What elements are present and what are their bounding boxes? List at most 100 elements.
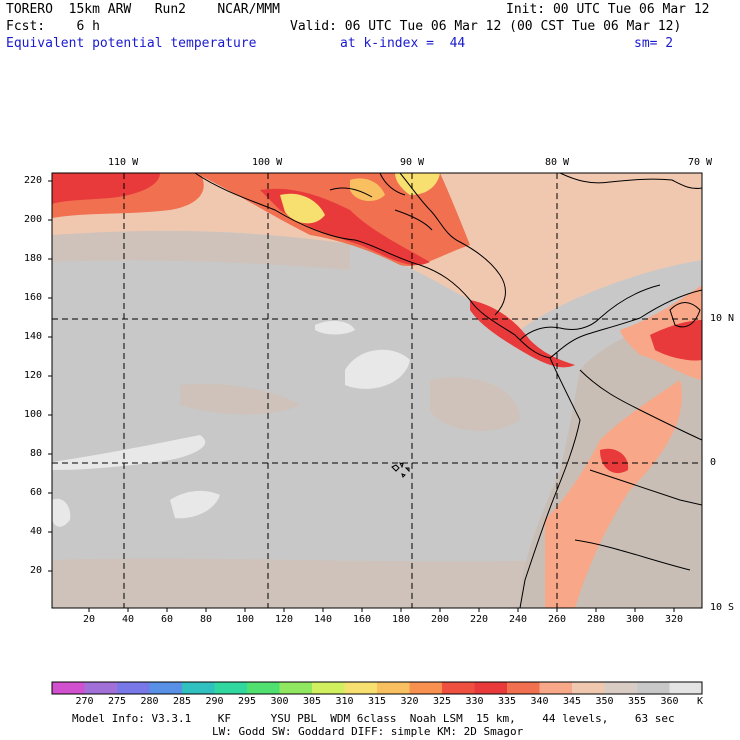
colorbar-label: 330 (465, 696, 484, 707)
colorbar-swatch (182, 682, 215, 694)
colorbar-swatch (539, 682, 573, 694)
colorbar-swatch (669, 682, 703, 694)
coastlines (194, 173, 702, 608)
x-tick-label: 120 (275, 614, 294, 625)
colorbar-label: 280 (140, 696, 159, 707)
coastline-pacific-north (194, 173, 702, 359)
hot-region-nw (52, 173, 160, 204)
lon-label-100w: 100 W (252, 157, 283, 168)
y-tick-label: 100 (24, 409, 43, 420)
cool-patch-5 (315, 320, 355, 335)
colorbar-swatches (52, 682, 703, 694)
field-name: Equivalent potential temperature (6, 36, 257, 51)
y-tick-label: 140 (24, 331, 43, 342)
hot-spot-yellow (280, 193, 325, 224)
lat-label-0: 0 (710, 457, 717, 468)
x-tick-label: 220 (470, 614, 489, 625)
colorbar-label: 325 (433, 696, 452, 707)
colorbar-label: 285 (173, 696, 192, 707)
model-info: Model Info: V3.3.1 KF YSU PBL WDM 6class… (72, 712, 675, 725)
colorbar-swatch (377, 682, 410, 694)
x-tick-label: 20 (83, 614, 96, 625)
cool-patch-3 (170, 490, 220, 519)
y-ticks (48, 180, 52, 572)
colorbar-swatch (149, 682, 183, 694)
colorbar-swatch (84, 682, 118, 694)
lon-label-110w: 110 W (108, 157, 139, 168)
x-tick-label: 200 (431, 614, 450, 625)
colorbar-swatch (572, 682, 605, 694)
cool-patch-1 (345, 349, 410, 389)
y-tick-label: 80 (30, 448, 43, 459)
x-tick-label: 40 (122, 614, 135, 625)
band-south (52, 558, 560, 608)
y-tick-label: 160 (24, 292, 43, 303)
band-north (52, 228, 350, 270)
colorbar-label: 355 (628, 696, 647, 707)
model-run-title: TORERO 15km ARW Run2 NCAR/MMM (6, 2, 280, 17)
colorbar-label: 345 (563, 696, 582, 707)
colorbar-swatch (117, 682, 150, 694)
x-tick-label: 140 (314, 614, 333, 625)
level-index: at k-index = 44 (340, 36, 466, 51)
colorbar-swatch (247, 682, 280, 694)
colorbar-swatch (214, 682, 248, 694)
colorbar-label: 275 (108, 696, 127, 707)
axis-ticks (48, 180, 675, 612)
colorbar-label: 315 (368, 696, 387, 707)
cool-patch-2 (52, 435, 206, 470)
coastline-maracaibo (669, 302, 701, 328)
colorbar-label: 270 (75, 696, 94, 707)
coastline-cuba (559, 173, 702, 189)
y-tick-label: 200 (24, 214, 43, 225)
colorbar-swatch (312, 682, 345, 694)
hot-spot-andes (600, 448, 629, 474)
latlon-grid (52, 172, 702, 608)
lat-label-10n: 10 N (710, 313, 735, 324)
x-ticks (88, 608, 675, 612)
forecast-hour: Fcst: 6 h (6, 19, 100, 34)
coastline-panama (519, 284, 661, 341)
valid-time: Valid: 06 UTC Tue 06 Mar 12 (00 CST Tue … (290, 19, 682, 34)
colorbar-label: 350 (595, 696, 614, 707)
colorbar-swatch (604, 682, 638, 694)
cool-patch-4 (52, 498, 71, 527)
colorbar-swatch (279, 682, 313, 694)
x-tick-label: 280 (587, 614, 606, 625)
lat-label-10s: 10 S (710, 602, 735, 613)
coastline-caribbean (399, 173, 506, 316)
borders-south-america (574, 369, 702, 571)
band-mid (180, 383, 300, 415)
colorbar-swatch (507, 682, 540, 694)
y-tick-label: 180 (24, 253, 43, 264)
smoothing: sm= 2 (634, 36, 674, 51)
colorbar-swatch (474, 682, 508, 694)
colorbar-label: 360 (660, 696, 679, 707)
lon-label-70w: 70 W (688, 157, 713, 168)
x-tick-label: 60 (161, 614, 174, 625)
colorbar-label: 305 (303, 696, 322, 707)
hot-spot-orange (350, 178, 385, 202)
x-tick-label: 180 (392, 614, 411, 625)
warm-strip-costa-rica (470, 300, 575, 368)
y-tick-label: 220 (24, 175, 43, 186)
init-time: Init: 00 UTC Tue 06 Mar 12 (506, 2, 710, 17)
colorbar-unit: K (697, 696, 704, 707)
colorbar-label: 320 (400, 696, 419, 707)
hot-region-venezuela (650, 320, 702, 361)
y-tick-label: 60 (30, 487, 43, 498)
x-tick-label: 100 (236, 614, 255, 625)
borders-central-america (329, 173, 433, 231)
colorbar-label: 335 (498, 696, 517, 707)
colorbar-swatch (52, 682, 85, 694)
colorbar-swatch (409, 682, 443, 694)
colorbar-swatch (442, 682, 475, 694)
map-frame (51, 172, 703, 609)
x-tick-label: 300 (626, 614, 645, 625)
warm-region-andes (545, 380, 682, 608)
colorbar-frame (51, 681, 703, 695)
y-tick-label: 40 (30, 526, 43, 537)
x-tick-label: 160 (353, 614, 372, 625)
